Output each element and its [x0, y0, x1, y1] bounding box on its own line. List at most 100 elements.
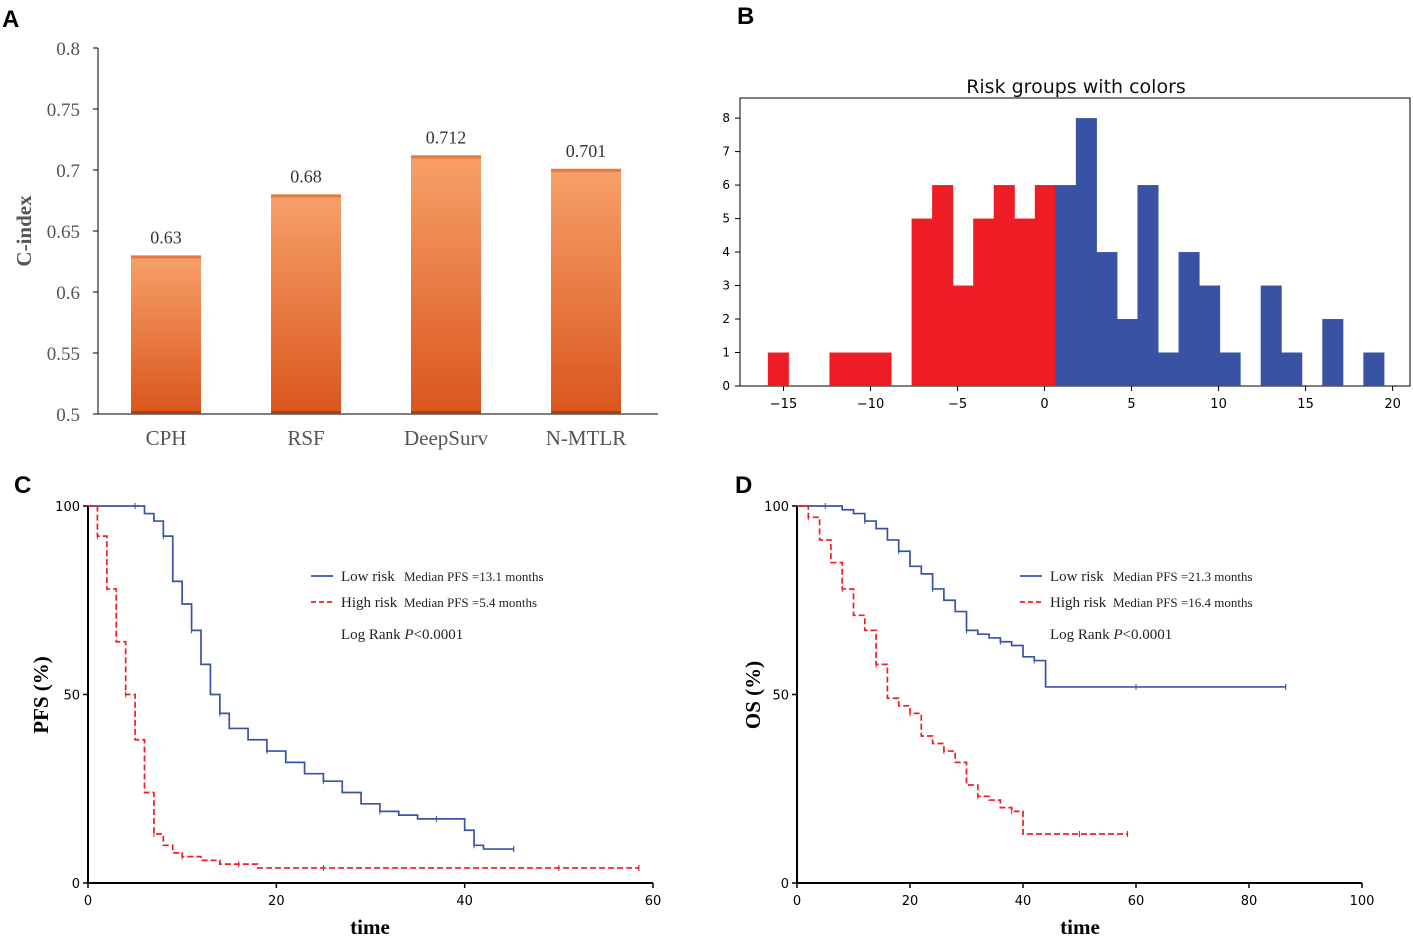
- c-legend-median: Median PFS =13.1 months: [404, 569, 544, 584]
- a-bar-base: [551, 411, 621, 414]
- b-bin-low-risk: [1219, 352, 1241, 386]
- a-data-label: 0.712: [426, 127, 467, 147]
- a-bar-deepsurv: [411, 155, 481, 415]
- b-x-tick-label: −10: [857, 397, 884, 412]
- panel-letter-d: D: [735, 472, 752, 499]
- a-y-tick-label: 0.75: [47, 100, 80, 121]
- a-y-tick-label: 0.7: [56, 161, 80, 182]
- c-x-tick-label: 20: [268, 894, 285, 909]
- d-x-tick-label: 60: [1128, 894, 1145, 909]
- b-bin-low-risk: [1158, 352, 1180, 386]
- a-y-tick-label: 0.65: [47, 222, 80, 243]
- a-y-tick-label: 0.55: [47, 344, 80, 365]
- b-y-tick-label: 4: [722, 245, 730, 259]
- panel-b-histogram: Risk groups with colors −15 −10 −5 0 5 10 15 20…: [722, 76, 1411, 412]
- c-legend-label: High risk: [341, 595, 398, 611]
- a-bar-rsf: [271, 194, 341, 414]
- c-legend: Low risk Median PFS =13.1 months High risk…: [311, 569, 544, 643]
- c-x-tick-label: 0: [84, 894, 92, 909]
- d-x-tick-label: 0: [793, 894, 801, 909]
- panel-c-km-pfs: PFS (%) time 0 20 40 60 0 50 100 Low risk Media…: [29, 500, 661, 937]
- b-bin-low-risk: [1178, 252, 1200, 386]
- b-x-tick-label: 20: [1384, 397, 1401, 412]
- b-y-tick-label: 1: [722, 346, 730, 360]
- a-bar-top-edge: [551, 168, 621, 172]
- panel-letter-b: B: [737, 3, 754, 30]
- b-bin-high-risk: [1014, 218, 1036, 386]
- b-bin-low-risk: [1075, 118, 1097, 387]
- b-bin-low-risk: [1096, 252, 1118, 386]
- d-log-rank-text: Log Rank P<0.0001: [1050, 627, 1172, 643]
- d-y-tick-label: 0: [781, 877, 789, 892]
- b-bin-high-risk: [870, 352, 892, 386]
- b-y-tick-label: 0: [722, 379, 730, 393]
- d-x-tick-label: 80: [1241, 894, 1258, 909]
- a-x-tick-label: DeepSurv: [404, 426, 488, 450]
- b-bin-high-risk: [829, 352, 851, 386]
- c-x-tick-label: 40: [456, 894, 473, 909]
- d-y-tick-label: 50: [772, 689, 789, 704]
- panel-letter-c: C: [14, 472, 31, 499]
- b-y-tick-label: 2: [722, 312, 730, 326]
- d-x-tick-label: 100: [1350, 894, 1375, 909]
- panel-letter-a: A: [2, 6, 19, 33]
- d-y-axis-label: OS (%): [741, 661, 765, 729]
- b-x-tick-label: 5: [1127, 397, 1135, 412]
- c-log-rank-text: Log Rank P<0.0001: [341, 627, 463, 643]
- a-bar-top-edge: [271, 194, 341, 198]
- d-curve-low-risk: [797, 505, 1286, 688]
- panel-d-km-os: OS (%) time 0 20 40 60 80 100 0 50 100 Low risk M…: [741, 500, 1374, 937]
- a-bar-base: [271, 411, 341, 414]
- b-bin-low-risk: [1260, 285, 1282, 386]
- a-x-tick-label: RSF: [287, 426, 324, 450]
- d-legend-label: Low risk: [1050, 569, 1104, 585]
- d-legend: Low risk Median PFS =21.3 months High risk…: [1020, 569, 1253, 643]
- b-x-tick-label: 10: [1210, 397, 1227, 412]
- a-bar-top-edge: [131, 255, 201, 259]
- a-bar-n-mtlr: [551, 168, 621, 414]
- d-log-rank-prefix: Log Rank: [1050, 627, 1113, 643]
- a-x-tick-label: CPH: [146, 426, 187, 450]
- c-log-rank-p: P: [403, 627, 413, 643]
- d-x-tick-label: 20: [902, 894, 919, 909]
- c-x-tick-label: 60: [645, 894, 662, 909]
- b-y-tick-label: 5: [722, 212, 730, 226]
- a-y-tick-label: 0.8: [56, 39, 80, 60]
- b-y-tick-label: 7: [722, 145, 730, 159]
- b-bin-high-risk: [993, 185, 1015, 386]
- b-bin-high-risk: [849, 352, 872, 386]
- b-bin-high-risk: [767, 352, 789, 386]
- c-curve-low-risk: [88, 505, 514, 850]
- b-bin-low-risk: [1137, 185, 1159, 386]
- c-x-axis-label: time: [350, 915, 390, 937]
- d-legend-label: High risk: [1050, 595, 1107, 611]
- b-y-tick-label: 6: [722, 178, 730, 192]
- d-legend-median: Median PFS =21.3 months: [1113, 569, 1253, 584]
- c-legend-median: Median PFS =5.4 months: [404, 595, 537, 610]
- d-log-rank-p: P: [1112, 627, 1122, 643]
- panel-a-bar-chart: C-index 0.5 0.55 0.6 0.65 0.7 0.75 0.8 0.63 CPH…: [12, 39, 658, 450]
- c-curve-high-risk: [88, 505, 639, 869]
- a-data-label: 0.63: [150, 227, 182, 247]
- b-title: Risk groups with colors: [966, 76, 1186, 98]
- b-x-tick-label: −15: [770, 397, 797, 412]
- b-bin-low-risk: [1116, 319, 1138, 386]
- a-y-axis-label: C-index: [12, 195, 36, 267]
- b-bin-low-risk: [1055, 185, 1077, 386]
- b-x-tick-label: 0: [1040, 397, 1048, 412]
- c-log-rank-value: <0.0001: [414, 627, 464, 643]
- d-curve-high-risk: [797, 505, 1128, 835]
- b-bin-low-risk: [1322, 319, 1344, 386]
- d-log-rank-value: <0.0001: [1123, 627, 1173, 643]
- d-y-tick-label: 100: [764, 500, 789, 515]
- d-legend-median: Median PFS =16.4 months: [1113, 595, 1253, 610]
- a-y-tick-label: 0.5: [56, 405, 80, 426]
- b-y-tick-label: 3: [722, 279, 730, 293]
- b-bin-low-risk: [1363, 352, 1385, 386]
- b-y-tick-label: 8: [722, 111, 730, 125]
- b-x-tick-label: 15: [1297, 397, 1314, 412]
- c-log-rank-prefix: Log Rank: [341, 627, 404, 643]
- c-y-tick-label: 100: [55, 500, 80, 515]
- a-bar-top-edge: [411, 155, 481, 159]
